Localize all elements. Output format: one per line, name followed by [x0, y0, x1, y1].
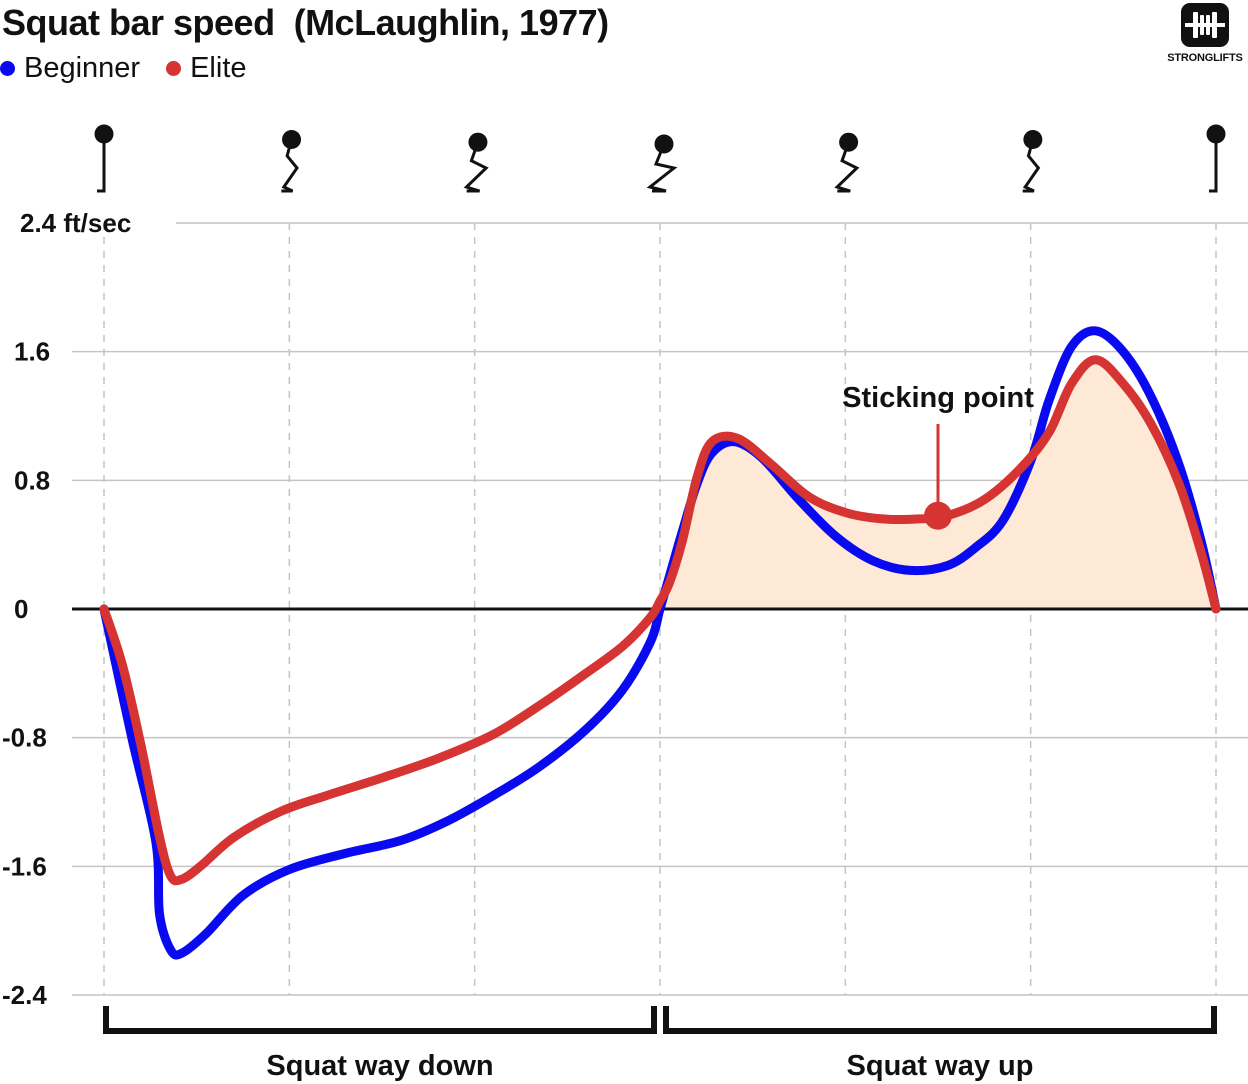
squat-figure-body: [834, 141, 860, 193]
y-tick-label: 2.4 ft/sec: [20, 208, 131, 238]
squat-figure-head: [94, 124, 114, 144]
squat-figures: [94, 124, 1226, 193]
phase-label: Squat way up: [847, 1050, 1034, 1082]
squat-figure-head: [839, 132, 859, 152]
phase-bracket-1: Squat way up: [663, 1006, 1217, 1082]
squat-figure-head: [282, 130, 302, 149]
shaded-area: [660, 359, 1216, 609]
squat-stick-figure-icon: [1022, 130, 1043, 193]
y-tick-label: -1.6: [2, 851, 47, 881]
squat-stick-figure-icon: [94, 124, 114, 193]
squat-figure-head: [468, 132, 488, 152]
series-lines: [99, 326, 1221, 960]
squat-stick-figure-icon: [834, 132, 860, 193]
y-tick-label: 0.8: [14, 465, 50, 495]
barbell-logo-icon: [1181, 3, 1229, 47]
legend-swatch-beginner: [0, 61, 15, 76]
squat-stick-figure-icon: [1206, 124, 1226, 193]
y-tick-label: 0: [14, 594, 28, 624]
phase-brackets: Squat way down Squat way up: [103, 1006, 1217, 1082]
elite-shaded-area: [660, 359, 1216, 609]
horizontal-gridlines: [72, 222, 1248, 996]
chart-title: Squat bar speed (McLaughlin, 1977): [2, 2, 609, 43]
legend-item-elite: Elite: [166, 52, 247, 85]
series-line-elite: [99, 355, 1221, 886]
y-tick-label: -0.8: [2, 723, 47, 753]
squat-figure-head: [1023, 130, 1043, 149]
legend-item-beginner: Beginner: [0, 52, 140, 85]
squat-figure-head: [654, 134, 674, 154]
squat-figure-head: [1206, 124, 1226, 144]
squat-figure-body: [646, 143, 678, 193]
squat-figure-body: [281, 139, 299, 193]
squat-stick-figure-icon: [646, 134, 678, 193]
y-tick-label: -2.4: [2, 980, 47, 1010]
y-tick-labels: 2.4 ft/sec 1.6 0.8 0 -0.8 -1.6 -2.4: [2, 208, 131, 1010]
squat-figure-body: [463, 141, 489, 193]
squat-stick-figure-icon: [281, 130, 302, 193]
annotation-label: Sticking point: [842, 382, 1034, 414]
y-tick-label: 1.6: [14, 337, 50, 367]
phase-label: Squat way down: [266, 1050, 493, 1082]
chart-legend: Beginner Elite: [0, 52, 247, 85]
phase-bracket-line: [663, 1006, 1217, 1034]
squat-figure-body: [97, 134, 106, 193]
phase-bracket-line: [103, 1006, 657, 1034]
legend-label-elite: Elite: [190, 52, 247, 84]
squat-figure-body: [1022, 139, 1041, 193]
phase-bracket-0: Squat way down: [103, 1006, 657, 1082]
squat-figure-body: [1209, 134, 1218, 193]
squat-stick-figure-icon: [463, 132, 489, 193]
brand-logo: STRONGLIFTS: [1164, 0, 1246, 64]
legend-swatch-elite: [166, 61, 182, 76]
brand-label: STRONGLIFTS: [1167, 52, 1243, 64]
legend-label-beginner: Beginner: [24, 52, 141, 84]
sticking-point-annotation: Sticking point: [842, 382, 1034, 530]
sticking-point-marker: [924, 501, 952, 530]
